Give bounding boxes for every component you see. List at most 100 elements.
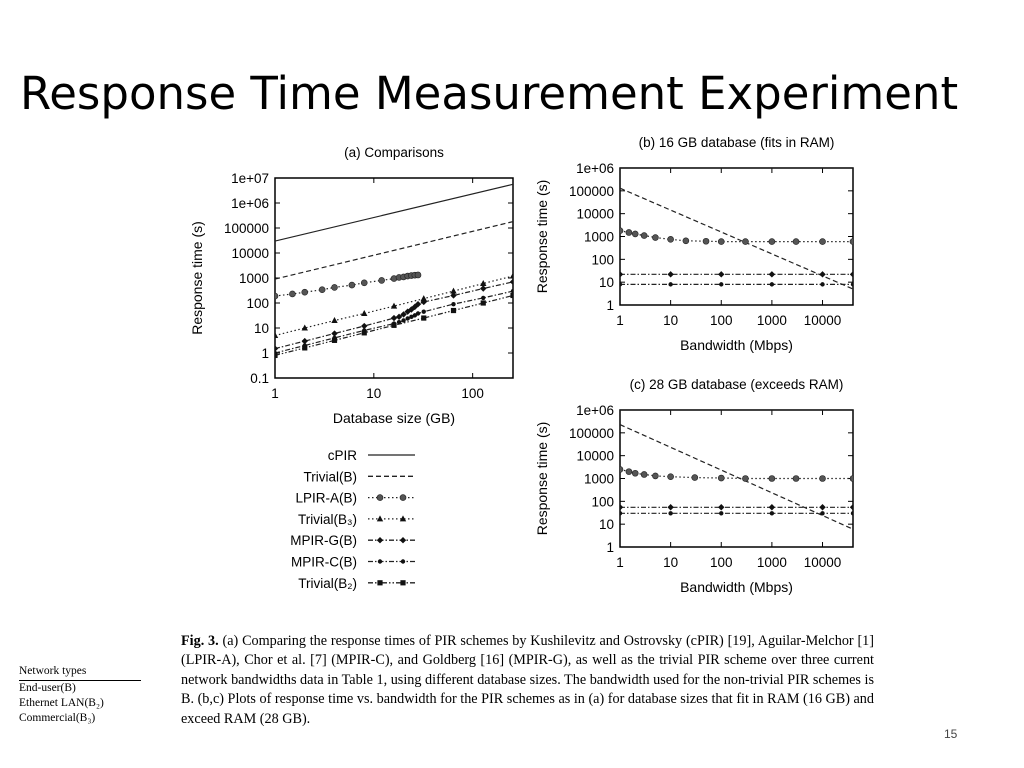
data-point	[620, 511, 623, 516]
series-group	[620, 168, 853, 290]
data-point	[667, 236, 674, 243]
data-point	[331, 337, 338, 343]
data-point	[331, 330, 338, 337]
data-point	[820, 282, 825, 287]
legend-label: Trivial(B₂)	[298, 576, 357, 591]
data-point	[667, 271, 674, 278]
y-tick-label: 10000	[231, 246, 269, 261]
data-point	[717, 474, 725, 482]
page-number: 15	[944, 727, 958, 741]
y-axis-label: Response time (s)	[189, 221, 205, 335]
data-point	[414, 300, 422, 308]
data-point	[275, 292, 279, 300]
y-tick-label: 100	[591, 494, 614, 509]
series-line	[275, 275, 513, 337]
data-point	[480, 285, 487, 292]
chart-title: (a) Comparisons	[344, 145, 444, 160]
chart-title: (c) 28 GB database (exceeds RAM)	[630, 377, 844, 392]
y-tick-label: 100000	[569, 426, 614, 441]
data-point	[480, 280, 487, 287]
data-point	[421, 315, 427, 321]
data-point	[620, 227, 624, 234]
data-point	[620, 504, 624, 511]
legend-marker	[376, 537, 384, 544]
slide-title: Response Time Measurement Experiment	[20, 67, 959, 120]
legend-marker	[399, 515, 407, 522]
data-point	[318, 286, 326, 294]
legend-marker	[377, 580, 383, 586]
data-point	[631, 230, 639, 238]
network-type-row: End-user(B)	[19, 682, 76, 694]
data-point	[390, 302, 398, 309]
data-point	[450, 307, 457, 314]
data-point	[819, 504, 826, 511]
data-point	[620, 282, 623, 287]
y-tick-label: 10	[599, 517, 614, 532]
series-line	[275, 221, 513, 280]
data-point	[405, 316, 410, 321]
data-point	[275, 332, 279, 339]
legend-label: Trivial(B)	[304, 469, 358, 484]
x-tick-label: 10000	[804, 555, 842, 570]
data-point	[412, 313, 418, 318]
data-point	[415, 311, 421, 316]
y-tick-label: 0.1	[250, 371, 269, 386]
data-point	[849, 475, 853, 482]
data-point	[667, 504, 674, 511]
legend-marker	[400, 580, 406, 586]
data-point	[395, 313, 403, 321]
x-tick-label: 10000	[804, 313, 842, 328]
x-tick-label: 10	[663, 313, 678, 328]
y-axis-label: Response time (s)	[534, 180, 550, 294]
y-tick-label: 10000	[576, 449, 614, 464]
legend-marker	[376, 494, 384, 501]
data-point	[331, 284, 338, 291]
y-tick-label: 1e+06	[576, 403, 614, 418]
data-point	[718, 504, 725, 511]
data-point	[631, 469, 639, 477]
data-point	[620, 271, 624, 278]
data-point	[652, 234, 659, 241]
data-point	[742, 238, 749, 245]
data-point	[717, 238, 725, 245]
figure-caption: Fig. 3. (a) Comparing the response times…	[181, 632, 874, 729]
x-tick-label: 1	[271, 386, 279, 401]
data-point	[768, 504, 776, 511]
data-point	[769, 511, 775, 516]
legend-marker	[399, 494, 407, 501]
data-point	[331, 316, 338, 323]
data-point	[768, 271, 776, 278]
x-tick-label: 100	[461, 386, 484, 401]
data-point	[768, 475, 776, 482]
legend-label: cPIR	[328, 448, 358, 463]
data-point	[620, 466, 624, 473]
data-point	[400, 311, 407, 318]
data-point	[481, 295, 486, 301]
y-tick-label: 1000	[584, 472, 614, 487]
y-tick-label: 10	[599, 275, 614, 290]
y-tick-label: 1000	[239, 271, 269, 286]
data-point	[719, 511, 724, 516]
data-point	[792, 238, 800, 245]
series-line	[620, 424, 853, 530]
data-point	[652, 472, 659, 480]
data-point	[742, 475, 749, 482]
x-tick-label: 1000	[757, 313, 787, 328]
data-point	[668, 511, 673, 516]
y-tick-label: 100000	[224, 221, 269, 236]
data-point	[409, 314, 414, 320]
data-point	[361, 310, 368, 317]
data-point	[451, 301, 456, 307]
network-type-row: Commercial(B₃)	[19, 712, 96, 724]
y-tick-label: 1e+06	[576, 161, 614, 176]
data-point	[361, 330, 367, 336]
y-tick-label: 1	[606, 298, 614, 313]
data-point	[792, 475, 800, 482]
data-point	[450, 292, 457, 299]
legend-marker	[400, 559, 406, 564]
x-tick-label: 10	[663, 555, 678, 570]
data-point	[302, 345, 308, 351]
data-point	[361, 322, 368, 330]
data-point	[401, 318, 406, 323]
legend-marker	[377, 559, 383, 564]
